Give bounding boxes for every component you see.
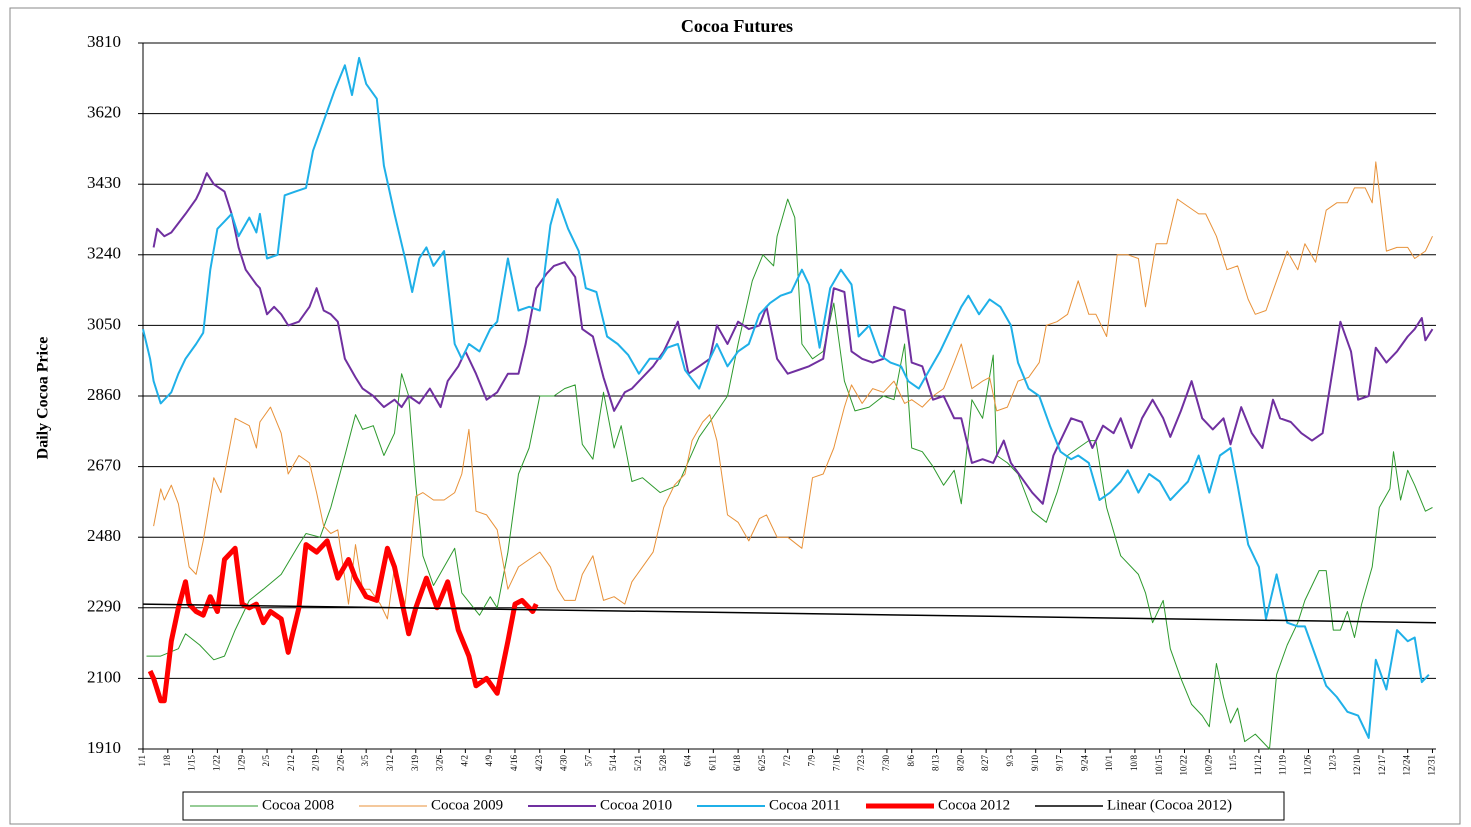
x-tick-label: 12/3 xyxy=(1327,755,1337,772)
x-tick-label: 12/31 xyxy=(1427,755,1437,776)
legend-label: Linear (Cocoa 2012) xyxy=(1107,797,1232,813)
x-tick-label: 7/9 xyxy=(807,755,817,767)
legend-label: Cocoa 2010 xyxy=(600,797,672,813)
x-tick-label: 7/23 xyxy=(856,755,866,772)
y-axis-label: Daily Cocoa Price xyxy=(35,337,52,460)
x-tick-label: 3/5 xyxy=(360,755,370,767)
x-tick-label: 3/19 xyxy=(410,755,420,772)
x-tick-label: 10/8 xyxy=(1129,755,1139,772)
legend-label: Cocoa 2012 xyxy=(938,797,1010,813)
x-tick-label: 5/28 xyxy=(658,755,668,772)
x-tick-label: 3/26 xyxy=(435,755,445,772)
series-line xyxy=(142,603,1437,624)
y-tick-label: 3050 xyxy=(87,314,121,333)
y-tick-label: 3810 xyxy=(87,32,121,51)
x-tick-label: 9/17 xyxy=(1055,755,1065,772)
x-tick-label: 8/20 xyxy=(955,755,965,772)
legend-label: Cocoa 2008 xyxy=(262,797,334,813)
x-tick-label: 4/30 xyxy=(559,755,569,772)
x-tick-label: 2/12 xyxy=(286,755,296,771)
x-tick-label: 10/29 xyxy=(1203,755,1213,776)
x-tick-label: 11/12 xyxy=(1253,755,1263,775)
x-tick-label: 9/24 xyxy=(1079,755,1089,772)
series-line xyxy=(153,161,1433,620)
x-tick-label: 5/21 xyxy=(633,755,643,771)
chart-border xyxy=(9,7,1461,825)
x-tick-label: 3/12 xyxy=(385,755,395,771)
y-tick-label: 2480 xyxy=(87,526,121,545)
x-tick-label: 2/5 xyxy=(261,755,271,767)
y-tick-label: 3240 xyxy=(87,244,121,263)
y-tick-label: 2290 xyxy=(87,597,121,616)
x-tick-label: 10/15 xyxy=(1154,755,1164,776)
x-tick-label: 1/22 xyxy=(211,755,221,771)
y-tick-label: 2860 xyxy=(87,385,121,404)
x-tick-label: 9/10 xyxy=(1030,755,1040,772)
x-tick-label: 12/17 xyxy=(1377,755,1387,776)
x-tick-label: 11/26 xyxy=(1303,755,1313,776)
x-tick-label: 10/22 xyxy=(1179,755,1189,776)
x-tick-label: 1/15 xyxy=(187,755,197,772)
x-tick-label: 1/1 xyxy=(137,755,147,767)
x-tick-label: 5/7 xyxy=(583,755,593,767)
x-tick-label: 8/6 xyxy=(906,755,916,767)
x-tick-label: 6/25 xyxy=(757,755,767,772)
x-tick-label: 8/27 xyxy=(980,755,990,772)
legend-label: Cocoa 2011 xyxy=(769,797,841,813)
x-tick-label: 7/2 xyxy=(782,755,792,767)
chart-title: Cocoa Futures xyxy=(681,16,793,36)
x-tick-label: 1/8 xyxy=(162,755,172,767)
x-tick-label: 6/4 xyxy=(683,755,693,767)
y-tick-label: 3620 xyxy=(87,103,121,122)
x-tick-label: 7/30 xyxy=(881,755,891,772)
x-tick-label: 4/9 xyxy=(484,755,494,767)
x-tick-label: 4/23 xyxy=(534,755,544,772)
x-tick-label: 6/18 xyxy=(732,755,742,772)
x-tick-label: 11/19 xyxy=(1278,755,1288,776)
x-tick-label: 4/2 xyxy=(459,755,469,767)
y-tick-label: 1910 xyxy=(87,738,121,757)
x-tick-label: 4/16 xyxy=(509,755,519,772)
x-tick-label: 2/26 xyxy=(335,755,345,772)
x-tick-label: 2/19 xyxy=(311,755,321,772)
series-line xyxy=(146,198,1433,750)
x-tick-label: 1/29 xyxy=(236,755,246,772)
legend-label: Cocoa 2009 xyxy=(431,797,503,813)
x-tick-label: 7/16 xyxy=(831,755,841,772)
x-tick-label: 9/3 xyxy=(1005,755,1015,767)
x-tick-label: 10/1 xyxy=(1104,755,1114,771)
y-tick-label: 3430 xyxy=(87,173,121,192)
x-tick-label: 5/14 xyxy=(608,755,618,772)
series-line xyxy=(147,538,539,704)
y-tick-label: 2100 xyxy=(87,667,121,686)
x-tick-label: 12/10 xyxy=(1352,755,1362,776)
x-tick-label: 6/11 xyxy=(707,755,717,771)
x-tick-label: 12/24 xyxy=(1402,755,1412,776)
y-tick-label: 2670 xyxy=(87,456,121,475)
series-line xyxy=(142,56,1430,739)
x-tick-label: 8/13 xyxy=(931,755,941,772)
x-tick-label: 11/5 xyxy=(1228,755,1238,771)
